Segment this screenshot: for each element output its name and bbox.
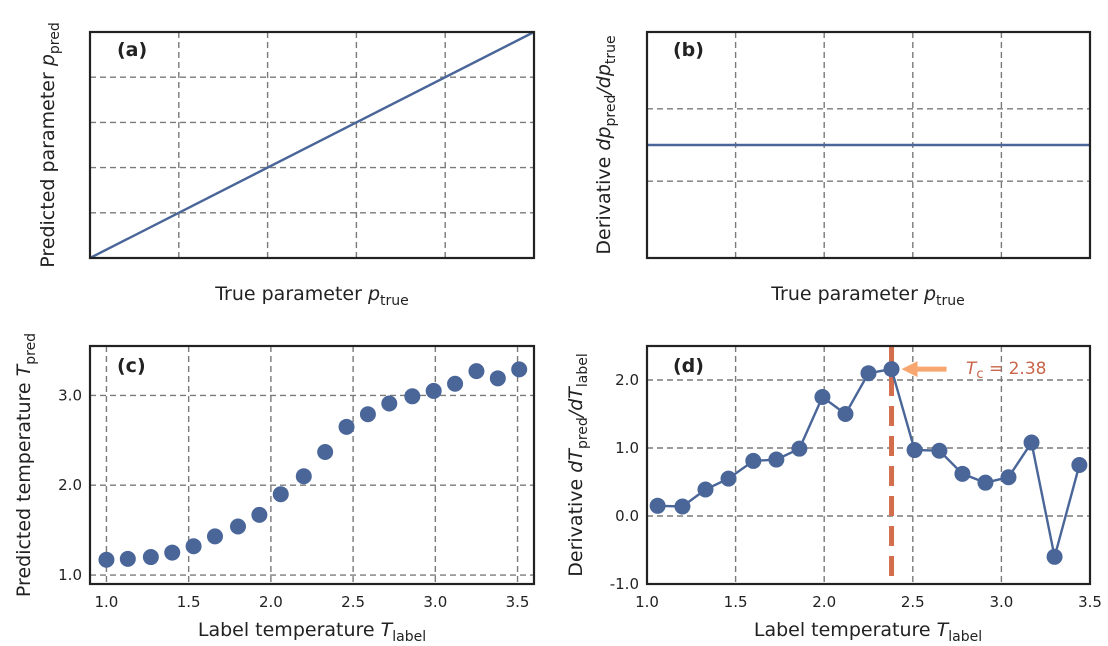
y-tick-label: 0.0	[615, 507, 639, 525]
data-point	[649, 497, 666, 514]
data-point	[404, 388, 421, 405]
panel-b-ylabel: Derivative dppred/dptrue	[593, 35, 619, 254]
data-point	[447, 375, 464, 392]
panel-b-label: (b)	[673, 39, 704, 61]
x-tick-label: 2.0	[259, 593, 283, 611]
data-point	[468, 363, 485, 380]
data-point	[142, 549, 159, 566]
y-tick-label: 2.0	[615, 371, 639, 389]
data-point	[791, 440, 808, 457]
panel-a-plot-layer	[89, 30, 535, 260]
data-point	[768, 451, 785, 468]
data-point	[119, 550, 136, 567]
data-point	[814, 389, 831, 405]
y-tick-label: 3.0	[58, 386, 82, 404]
x-tick-label: 2.5	[901, 593, 925, 611]
y-tick-label: 2.0	[58, 476, 82, 494]
panel-d-frame	[645, 344, 1092, 586]
panel-a-label: (a)	[117, 39, 147, 61]
data-point	[860, 365, 877, 382]
x-tick-label: 1.5	[177, 593, 201, 611]
data-point	[185, 538, 202, 555]
data-point	[883, 361, 900, 378]
panel-b-frame	[645, 30, 1092, 260]
data-point	[1046, 548, 1063, 565]
panel-a-xlabel: True parameter ptrue	[214, 283, 409, 309]
data-point	[931, 442, 948, 459]
panel-b: (b) True parameter ptrue Derivative dppr…	[593, 30, 1092, 309]
data-point	[674, 498, 691, 515]
data-point	[425, 382, 442, 399]
panel-a-frame	[88, 30, 536, 260]
panel-c-plot-layer	[90, 346, 534, 584]
x-tick-label: 2.0	[812, 593, 836, 611]
data-point	[1023, 434, 1040, 451]
panel-a-ylabel: Predicted parameter ppred	[37, 22, 63, 268]
panel-a: (a) True parameter ptrue Predicted param…	[37, 22, 536, 309]
panel-d-ylabel: Derivative dTpred/dTlabel	[565, 353, 591, 576]
x-tick-label: 3.0	[423, 593, 447, 611]
x-tick-label: 3.5	[1078, 593, 1102, 611]
data-point	[837, 406, 854, 422]
panel-c-ylabel: Predicted temperature Tpred	[13, 333, 39, 597]
data-point	[164, 544, 181, 561]
x-tick-label: 3.0	[989, 593, 1013, 611]
panel-c-frame	[88, 344, 536, 586]
panel-b-plot-layer	[647, 32, 1090, 258]
series-line	[89, 30, 535, 260]
data-point	[206, 528, 223, 545]
panel-c-label: (c)	[117, 355, 146, 377]
y-tick-label: 1.0	[615, 439, 639, 457]
data-point	[745, 452, 762, 469]
data-point	[272, 486, 289, 503]
data-point	[381, 395, 398, 412]
data-point	[338, 418, 355, 435]
tc-annotation: Tc = 2.38	[966, 359, 1046, 382]
tc-arrow-head	[901, 361, 918, 378]
data-point	[1071, 457, 1088, 473]
data-point	[295, 468, 312, 485]
x-tick-label: 1.0	[95, 593, 119, 611]
series-line	[657, 367, 1081, 558]
data-point	[230, 518, 246, 535]
data-point	[906, 442, 923, 459]
x-tick-label: 1.0	[635, 593, 659, 611]
panel-d: (d) Label temperature Tlabel Derivative …	[565, 344, 1102, 645]
data-point	[489, 370, 506, 387]
panel-d-xlabel: Label temperature Tlabel	[754, 619, 982, 645]
panel-d-label: (d)	[673, 355, 704, 377]
y-tick-label: -1.0	[610, 575, 639, 593]
y-tick-label: 1.0	[58, 566, 82, 584]
data-point	[1000, 469, 1017, 486]
data-point	[511, 361, 528, 378]
data-point	[317, 443, 334, 460]
data-point	[954, 465, 971, 482]
data-point	[98, 551, 115, 568]
data-point	[720, 470, 737, 487]
x-tick-label: 2.5	[341, 593, 365, 611]
panel-d-plot-layer	[647, 346, 1090, 584]
panel-c-xlabel: Label temperature Tlabel	[198, 619, 426, 645]
data-point	[359, 406, 376, 423]
x-tick-label: 1.5	[724, 593, 748, 611]
data-point	[697, 481, 714, 498]
panel-b-xlabel: True parameter ptrue	[770, 283, 965, 309]
x-tick-label: 3.5	[506, 593, 530, 611]
data-point	[251, 506, 268, 523]
panel-c: (c) Label temperature Tlabel Predicted t…	[13, 333, 536, 645]
data-point	[977, 474, 994, 491]
